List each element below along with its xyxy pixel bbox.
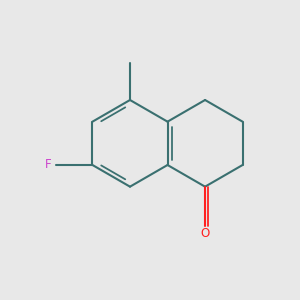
Text: O: O <box>200 227 210 240</box>
Text: F: F <box>45 158 52 172</box>
